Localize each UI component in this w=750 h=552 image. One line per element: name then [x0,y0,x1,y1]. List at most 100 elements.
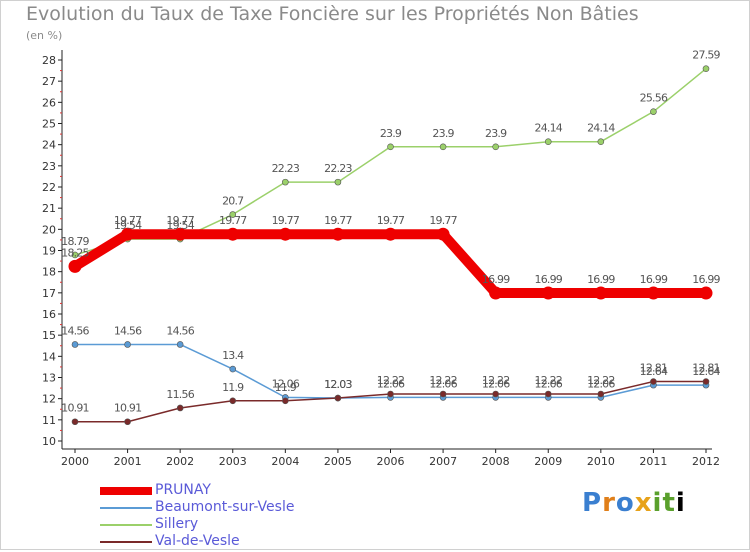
data-point [384,227,397,241]
data-label: 12.22 [587,374,615,387]
data-point [489,286,503,300]
y-tick-label: 10 [42,435,56,448]
data-point [226,227,240,241]
data-label: 19.77 [377,214,405,227]
data-point [278,227,292,241]
x-tick-label: 2007 [429,455,457,468]
logo-letter: o [615,488,635,518]
data-point [436,227,450,241]
data-label: 12.22 [535,374,563,387]
data-label: 19.77 [219,214,247,227]
data-label: 11.9 [275,381,297,394]
y-tick-label: 20 [42,223,56,236]
x-tick-label: 2004 [271,455,299,468]
data-point [334,178,342,186]
data-point [229,397,237,405]
data-label: 12.03 [324,378,352,391]
data-point [176,341,184,348]
data-point [282,178,289,186]
data-point [71,341,79,348]
data-label: 11.56 [166,388,194,401]
data-point [597,390,605,398]
data-point [650,108,657,115]
data-label: 24.14 [587,122,615,135]
y-tick-label: 16 [42,308,56,321]
data-label: 14.56 [166,324,194,337]
x-tick-label: 2011 [639,455,667,468]
data-label: 19.77 [272,214,300,227]
data-label: 12.64 [692,365,720,378]
data-point [176,404,184,412]
data-label: 23.9 [432,127,454,140]
x-tick-label: 2000 [61,455,89,468]
legend-swatch-val-de-vesle [100,541,152,543]
data-point [702,65,710,72]
data-point [331,227,345,241]
data-point [282,397,289,405]
data-label: 16.99 [640,273,668,286]
data-point [646,286,660,300]
y-tick-label: 14 [42,350,56,363]
data-label: 12.06 [272,377,300,390]
data-label: 10.91 [114,402,142,415]
data-point [124,418,131,426]
data-label: 19.54 [166,219,194,232]
data-point [229,211,237,218]
y-tick-label: 26 [42,96,56,109]
data-label: 23.9 [485,127,507,140]
data-point [124,341,131,348]
x-tick-label: 2002 [166,455,194,468]
y-tick-label: 25 [42,118,56,131]
data-label: 19.77 [429,214,457,227]
data-point [439,143,447,151]
logo-letter: i [675,488,686,518]
chart-title: Evolution du Taux de Taxe Foncière sur l… [26,3,639,25]
data-point [492,143,499,151]
data-label: 14.56 [61,324,89,337]
y-tick-label: 17 [42,287,56,300]
data-label: 12.06 [429,377,457,390]
data-label: 12.64 [640,365,668,378]
data-label: 12.06 [482,377,510,390]
data-label: 16.99 [692,273,720,286]
legend-label-sillery: Sillery [155,516,199,532]
data-point [650,378,657,385]
data-label: 12.22 [377,374,405,387]
data-point [594,286,608,300]
data-point [173,227,187,241]
data-label: 12.06 [535,377,563,390]
data-label: 19.77 [114,214,142,227]
data-label: 12.81 [640,362,668,375]
data-point [387,390,394,398]
data-point [702,378,710,385]
data-label: 12.06 [587,377,615,390]
y-unit-label: (en %) [26,29,63,42]
y-tick-label: 19 [42,245,56,258]
x-tick-label: 2009 [534,455,562,468]
data-label: 10.91 [61,402,89,415]
legend-label-beaumont: Beaumont-sur-Vesle [155,499,295,515]
data-label: 22.23 [272,162,300,175]
data-label: 27.59 [692,49,720,62]
x-tick-label: 2006 [377,455,405,468]
y-tick-label: 13 [42,372,56,385]
y-tick-label: 24 [42,139,56,152]
data-point [544,138,552,146]
data-label: 16.99 [482,273,510,286]
data-label: 12.22 [482,374,510,387]
x-tick-label: 2008 [482,455,510,468]
data-point [597,138,605,146]
data-point [541,286,555,300]
data-label: 25.56 [640,92,668,105]
data-point [68,259,82,273]
x-tick-label: 2005 [324,455,352,468]
y-tick-label: 28 [42,54,56,67]
data-label: 22.23 [324,162,352,175]
logo-letter: x [634,488,653,518]
data-label: 12.06 [377,377,405,390]
data-label: 16.99 [535,273,563,286]
plot-area [62,50,712,449]
data-point [439,390,447,398]
data-label: 11.9 [222,381,244,394]
y-tick-label: 23 [42,160,56,173]
